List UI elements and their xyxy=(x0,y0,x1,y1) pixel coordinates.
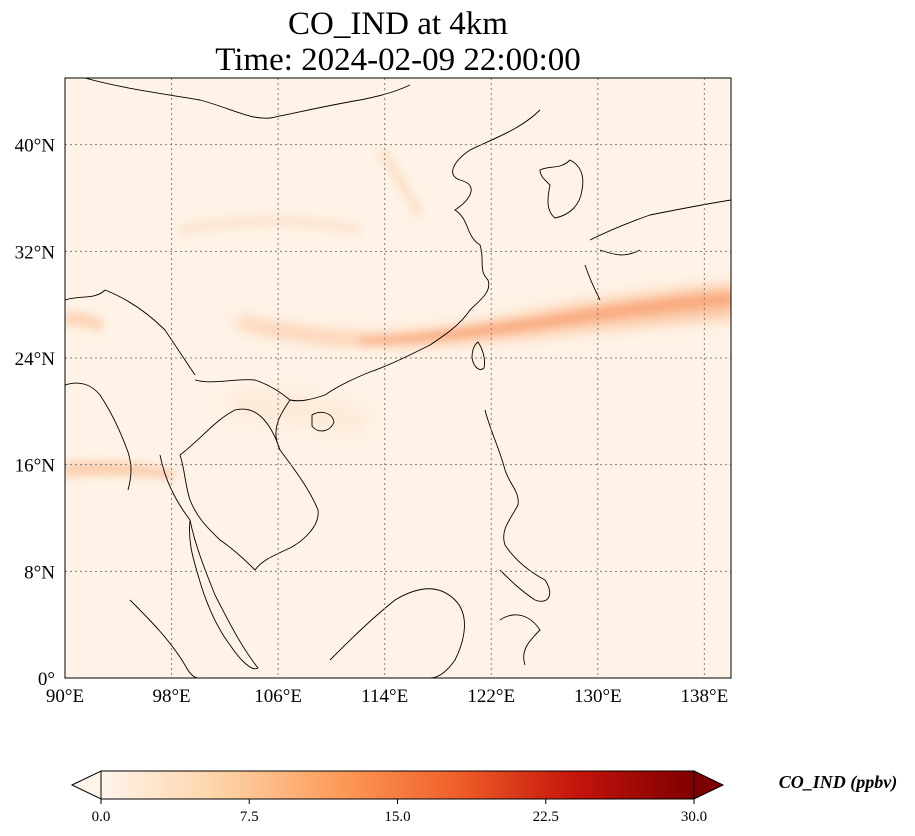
colorbar-gradient xyxy=(101,771,694,799)
colorbar-tick-label: 7.5 xyxy=(240,809,259,825)
lat-tick-label: 24°N xyxy=(15,349,56,370)
plume-north-arc xyxy=(180,215,360,236)
gridlines xyxy=(65,78,731,678)
plume-northwest xyxy=(65,311,105,332)
plume-west-band xyxy=(65,460,175,480)
northern-border xyxy=(84,78,411,119)
taiwan-coast xyxy=(471,341,485,370)
borneo-coast xyxy=(329,588,465,678)
colorbar-tick-label: 15.0 xyxy=(384,809,410,825)
colorbar-tick-label: 0.0 xyxy=(92,809,111,825)
lon-tick-label: 106°E xyxy=(254,686,302,707)
longitude-tick-labels: 90°E 98°E 106°E 114°E 122°E 130°E 138°E xyxy=(46,686,728,707)
lat-tick-label: 8°N xyxy=(24,562,55,583)
map-frame xyxy=(64,77,732,679)
indochina-coast xyxy=(179,399,319,571)
lon-tick-label: 98°E xyxy=(152,686,190,707)
sulawesi-coast xyxy=(499,614,541,666)
lon-tick-label: 130°E xyxy=(574,686,622,707)
map-title: CO_IND at 4km xyxy=(288,6,508,42)
colorbar-tick-label: 30.0 xyxy=(681,809,707,825)
hainan-coast xyxy=(311,411,335,432)
lat-tick-label: 40°N xyxy=(15,136,56,157)
colorbar: 0.0 7.5 15.0 22.5 30.0 CO_IND (ppbv) xyxy=(70,770,898,825)
map-panel xyxy=(65,78,731,678)
plume-central-haze xyxy=(230,388,370,440)
inland-border-1 xyxy=(104,289,196,376)
plume-main-band xyxy=(235,285,731,345)
lat-tick-label: 32°N xyxy=(15,242,56,263)
inland-border-4 xyxy=(65,289,106,301)
china-coast xyxy=(289,109,541,402)
colorbar-label: CO_IND (ppbv) xyxy=(779,772,898,793)
lon-tick-label: 114°E xyxy=(361,686,408,707)
plume-north-streak xyxy=(375,147,425,218)
bay-of-bengal-coast xyxy=(65,382,132,491)
korea-coast xyxy=(539,159,584,219)
sumatra-coast xyxy=(129,599,199,678)
philippines-coast xyxy=(484,409,551,602)
lat-tick-label: 0° xyxy=(38,669,55,690)
co-plume-layer xyxy=(65,147,731,480)
lat-tick-label: 16°N xyxy=(15,456,56,477)
colorbar-ticks: 0.0 7.5 15.0 22.5 30.0 xyxy=(92,799,707,825)
coastlines-layer xyxy=(65,78,731,678)
plume-core xyxy=(360,292,731,344)
latitude-tick-labels: 0° 8°N 16°N 24°N 32°N 40°N xyxy=(15,136,56,690)
inland-border-3 xyxy=(179,408,281,456)
inland-border-2 xyxy=(194,379,291,401)
malay-coast xyxy=(189,519,259,670)
lon-tick-label: 90°E xyxy=(46,686,84,707)
lon-tick-label: 122°E xyxy=(467,686,515,707)
colorbar-extend-max xyxy=(693,770,725,800)
colorbar-tick-label: 22.5 xyxy=(533,809,559,825)
lon-tick-label: 138°E xyxy=(681,686,729,707)
map-time-subtitle: Time: 2024-02-09 22:00:00 xyxy=(215,42,581,78)
colorbar-extend-min xyxy=(70,770,102,800)
